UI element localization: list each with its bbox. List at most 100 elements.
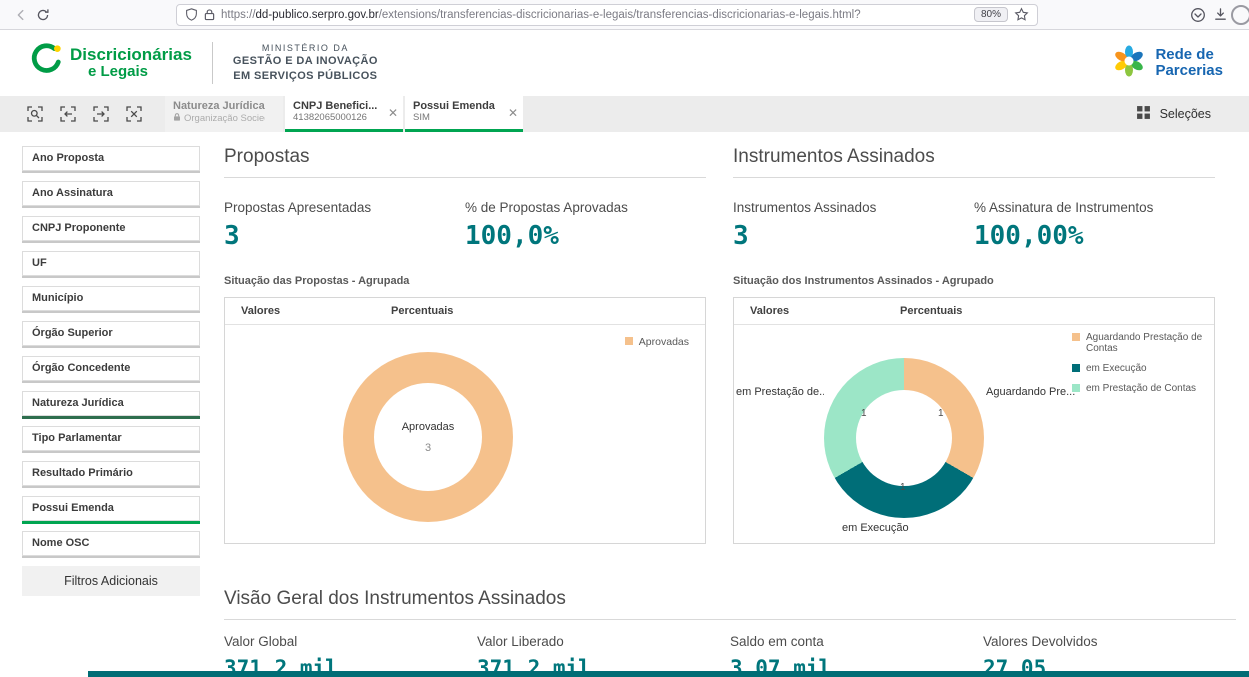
- propostas-chart-title: Situação das Propostas - Agrupada: [224, 275, 410, 287]
- clear-selections-icon[interactable]: [125, 105, 143, 123]
- kpi-label: Instrumentos Assinados: [733, 200, 877, 215]
- chip-value-text: Organização Socieda...: [184, 113, 265, 124]
- tab-valores[interactable]: Valores: [750, 305, 790, 317]
- tab-percentuais[interactable]: Percentuais: [391, 305, 454, 317]
- instrumentos-chart-panel: Valores Percentuais em Prestação de... A…: [733, 297, 1215, 544]
- segment-value: 1: [900, 482, 906, 493]
- rede-parcerias-logo: Rede de Parcerias: [1111, 43, 1223, 84]
- chip-close-icon[interactable]: ✕: [387, 105, 398, 120]
- tab-percentuais[interactable]: Percentuais: [900, 305, 963, 317]
- chip-lock-icon: [173, 112, 181, 125]
- filter-uf[interactable]: UF: [22, 251, 200, 276]
- ministry-wordmark: MINISTÉRIO DA GESTÃO E DA INOVAÇÃO EM SE…: [233, 42, 378, 84]
- app-header: Discricionárias e Legais MINISTÉRIO DA G…: [0, 30, 1249, 96]
- visao-geral-section: Visão Geral dos Instrumentos Assinados V…: [224, 588, 1236, 677]
- tab-valores[interactable]: Valores: [241, 305, 281, 317]
- filter-cnpj-proponente[interactable]: CNPJ Proponente: [22, 216, 200, 241]
- legend-item-aguardando[interactable]: Aguardando Prestação de Contas: [1072, 332, 1204, 354]
- segment-value: 1: [938, 408, 944, 419]
- chip-value: SIM: [413, 112, 505, 123]
- shield-icon[interactable]: [185, 8, 198, 21]
- ministry-line2: GESTÃO E DA INOVAÇÃO: [232, 55, 378, 68]
- chip-cnpj-beneficiario[interactable]: CNPJ Benefici... 41382065000126 ✕: [285, 96, 403, 132]
- kpi-label: Saldo em conta: [730, 634, 824, 649]
- legend-label: Aguardando Prestação de Contas: [1086, 332, 1203, 354]
- redo-selection-icon[interactable]: [92, 105, 110, 123]
- filter-possui-emenda[interactable]: Possui Emenda: [22, 496, 200, 521]
- filter-sidebar: Ano Proposta Ano Assinatura CNPJ Propone…: [0, 146, 224, 677]
- propostas-legend: Aprovadas: [624, 336, 689, 348]
- footer-accent-bar: [88, 671, 1249, 677]
- legend-label: em Prestação de Contas: [1086, 383, 1197, 394]
- instrumentos-donut-chart[interactable]: 1 1 1: [824, 358, 984, 518]
- bookmark-star-icon[interactable]: [1014, 7, 1029, 22]
- filtros-adicionais-button[interactable]: Filtros Adicionais: [22, 566, 200, 596]
- reload-icon[interactable]: [32, 4, 54, 26]
- filter-ano-proposta[interactable]: Ano Proposta: [22, 146, 200, 171]
- visao-geral-title: Visão Geral dos Instrumentos Assinados: [224, 588, 1236, 620]
- logo-line2: e Legais: [88, 63, 149, 81]
- donut-center-value: 3: [424, 441, 432, 454]
- filter-municipio[interactable]: Município: [22, 286, 200, 311]
- chip-natureza-juridica[interactable]: Natureza Jurídica Organização Socieda...: [165, 96, 283, 132]
- filter-natureza-juridica[interactable]: Natureza Jurídica: [22, 391, 200, 416]
- url-text: https://dd-publico.serpro.gov.br/extensi…: [221, 9, 968, 21]
- filter-resultado-primario[interactable]: Resultado Primário: [22, 461, 200, 486]
- url-scheme: https://: [221, 8, 256, 21]
- filter-ano-assinatura[interactable]: Ano Assinatura: [22, 181, 200, 206]
- kpi-value: 3: [733, 221, 749, 251]
- url-bar[interactable]: https://dd-publico.serpro.gov.br/extensi…: [176, 3, 1038, 26]
- chip-value-text: SIM: [413, 112, 430, 123]
- chip-value-text: 41382065000126: [293, 112, 367, 123]
- propostas-chart-panel: Valores Percentuais Aprovadas Aprovadas: [224, 297, 706, 544]
- filter-orgao-superior[interactable]: Órgão Superior: [22, 321, 200, 346]
- filter-orgao-concedente[interactable]: Órgão Concedente: [22, 356, 200, 381]
- lock-icon[interactable]: [204, 8, 215, 21]
- legend-item-em-prestacao[interactable]: em Prestação de Contas: [1072, 383, 1204, 394]
- search-selections-icon[interactable]: [26, 105, 44, 123]
- chip-close-icon[interactable]: ✕: [507, 105, 518, 120]
- profile-icon[interactable]: [1231, 4, 1249, 25]
- propostas-donut-chart[interactable]: Aprovadas 3: [343, 352, 513, 522]
- back-icon[interactable]: [10, 4, 32, 26]
- selection-bar: Natureza Jurídica Organização Socieda...…: [0, 96, 1249, 132]
- chip-possui-emenda[interactable]: Possui Emenda SIM ✕: [405, 96, 523, 132]
- chip-title: Possui Emenda: [413, 100, 495, 112]
- selections-button-label: Seleções: [1159, 107, 1211, 121]
- propostas-title: Propostas: [224, 146, 706, 178]
- ministry-line1: MINISTÉRIO DA: [261, 43, 349, 54]
- kpi-label: % Assinatura de Instrumentos: [974, 200, 1154, 215]
- kpi-percent-assinatura: % Assinatura de Instrumentos 100,00%: [974, 200, 1215, 251]
- callout-em-prestacao: em Prestação de...: [736, 386, 824, 398]
- rede-line2: Parcerias: [1155, 62, 1223, 79]
- kpi-percent-propostas-aprovadas: % de Propostas Aprovadas 100,0%: [465, 200, 706, 251]
- chip-title: Natureza Jurídica: [173, 100, 265, 112]
- pinwheel-icon: [1111, 43, 1147, 84]
- instrumentos-legend: Aguardando Prestação de Contas em Execuç…: [1072, 332, 1204, 394]
- selection-tools: [0, 96, 143, 132]
- undo-selection-icon[interactable]: [59, 105, 77, 123]
- download-icon[interactable]: [1209, 4, 1231, 26]
- callout-aguardando: Aguardando Pre...: [986, 386, 1076, 398]
- pocket-icon[interactable]: [1187, 4, 1209, 26]
- propostas-section: Propostas Propostas Apresentadas 3 % de …: [224, 146, 706, 544]
- selection-chips: Natureza Jurídica Organização Socieda...…: [165, 96, 525, 132]
- instrumentos-section: Instrumentos Assinados Instrumentos Assi…: [733, 146, 1215, 544]
- logo-swirl-icon: [26, 40, 64, 87]
- donut-center-category: Aprovadas: [401, 420, 455, 433]
- filter-tipo-parlamentar[interactable]: Tipo Parlamentar: [22, 426, 200, 451]
- zoom-indicator[interactable]: 80%: [973, 7, 1008, 22]
- legend-swatch: [1072, 364, 1080, 372]
- legend-label: em Execução: [1086, 363, 1147, 374]
- selections-button[interactable]: Seleções: [1124, 96, 1249, 132]
- filter-nome-osc[interactable]: Nome OSC: [22, 531, 200, 556]
- donut-center-label: Aprovadas 3: [374, 383, 482, 491]
- rede-line1: Rede de: [1155, 46, 1214, 64]
- url-domain: dd-publico.serpro.gov.br: [255, 8, 379, 21]
- header-divider: [211, 42, 213, 84]
- url-path: /extensions/transferencias-discricionari…: [378, 8, 861, 21]
- legend-item-em-execucao[interactable]: em Execução: [1072, 363, 1204, 374]
- legend-item-aprovadas[interactable]: Aprovadas: [624, 336, 689, 348]
- segment-value: 1: [861, 408, 867, 419]
